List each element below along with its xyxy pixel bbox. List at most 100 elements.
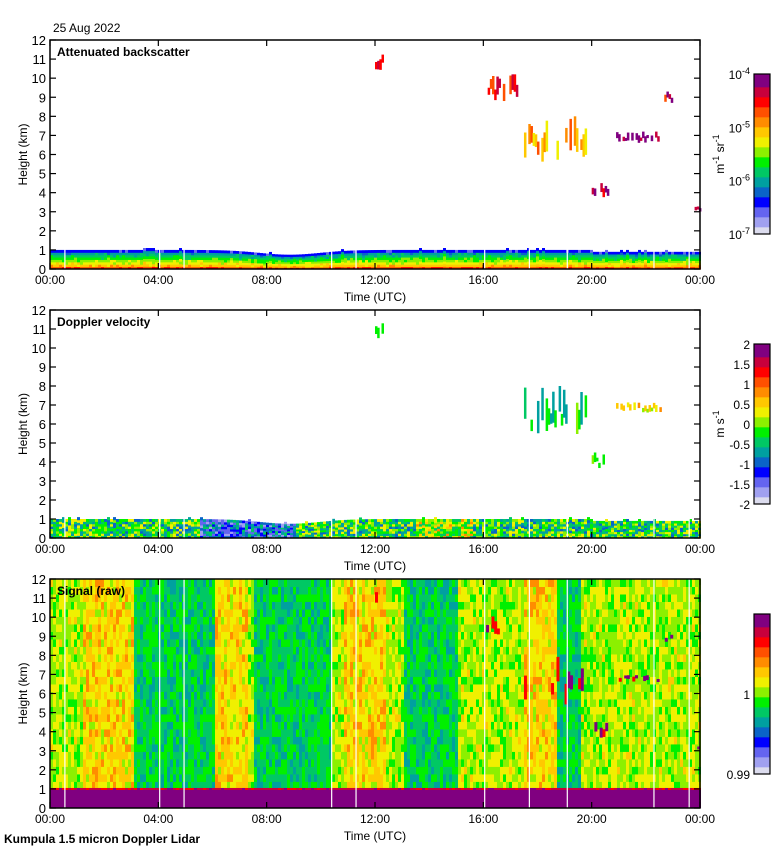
heatmap-cell: [608, 523, 611, 526]
heatmap-cell: [98, 533, 101, 537]
heatmap-cell: [539, 254, 542, 258]
heatmap-cell: [578, 519, 581, 522]
heatmap-cell: [95, 533, 98, 537]
heatmap-cell: [341, 522, 344, 526]
heatmap-cell: [221, 255, 224, 258]
heatmap-cell: [581, 249, 584, 253]
heatmap-cell: [194, 519, 197, 522]
heatmap-cell: [362, 533, 365, 537]
heatmap-cell: [203, 254, 206, 258]
heatmap-cell: [227, 535, 230, 539]
heatmap-cell: [536, 266, 539, 270]
heatmap-cell: [503, 526, 506, 529]
heatmap-cell: [131, 526, 134, 529]
heatmap-cell: [131, 528, 134, 532]
heatmap-cell: [416, 249, 419, 253]
heatmap-cell: [95, 668, 98, 677]
heatmap-cell: [101, 519, 104, 522]
heatmap-cell: [101, 259, 104, 263]
heatmap-cell: [293, 527, 296, 530]
x-tick-label: 00:00: [685, 542, 715, 556]
heatmap-cell: [167, 266, 170, 270]
heatmap-cell: [461, 266, 464, 270]
heatmap-cell: [74, 766, 77, 775]
heatmap-cell: [476, 264, 479, 268]
heatmap-cell: [179, 263, 182, 267]
heatmap-cell: [629, 264, 632, 268]
heatmap-cell: [128, 787, 131, 790]
heatmap-cell: [395, 261, 398, 265]
heatmap-cell: [245, 256, 248, 259]
heatmap-cell: [281, 259, 284, 263]
heatmap-cell: [440, 533, 443, 537]
heatmap-cell: [77, 638, 80, 647]
heatmap-cell: [425, 266, 428, 270]
heatmap-cell: [695, 253, 698, 257]
heatmap-cell: [146, 766, 149, 775]
heatmap-cell: [605, 254, 608, 258]
heatmap-cell: [320, 266, 323, 270]
heatmap-cell: [281, 265, 284, 268]
heatmap-cell: [68, 631, 71, 640]
heatmap-cell: [335, 255, 338, 259]
heatmap-cell: [365, 254, 368, 258]
heatmap-cell: [218, 528, 221, 532]
heatmap-cell: [83, 252, 86, 256]
heatmap-cell: [188, 254, 191, 258]
heatmap-cell: [383, 530, 386, 534]
heatmap-cell: [137, 586, 140, 595]
heatmap-cell: [152, 631, 155, 640]
colorbar-swatch: [754, 140, 770, 145]
heatmap-cell: [485, 530, 488, 534]
heatmap-cell: [119, 528, 122, 532]
heatmap-cell: [536, 261, 539, 265]
heatmap-cell: [338, 260, 341, 263]
heatmap-cell: [272, 532, 275, 535]
heatmap-cell: [671, 529, 674, 533]
heatmap-cell: [665, 254, 668, 258]
heatmap-cell: [239, 520, 242, 524]
heatmap-cell: [587, 522, 590, 526]
colorbar-swatch: [754, 440, 770, 445]
heatmap-cell: [368, 259, 371, 263]
saturated-layer: [152, 788, 155, 808]
heatmap-cell: [338, 529, 341, 532]
heatmap-cell: [134, 257, 137, 260]
heatmap-cell: [137, 521, 140, 525]
heatmap-cell: [137, 523, 140, 527]
heatmap-cell: [74, 266, 77, 270]
heatmap-cell: [155, 523, 158, 527]
heatmap-cell: [558, 386, 562, 412]
heatmap-cell: [350, 519, 353, 523]
heatmap-cell: [302, 530, 305, 533]
heatmap-cell: [353, 526, 356, 530]
heatmap-cell: [149, 638, 152, 647]
heatmap-cell: [152, 533, 155, 537]
heatmap-cell: [50, 523, 53, 527]
heatmap-cell: [335, 251, 338, 255]
heatmap-cell: [122, 530, 125, 534]
heatmap-cell: [458, 249, 461, 253]
heatmap-cell: [605, 264, 608, 268]
heatmap-cell: [140, 706, 143, 715]
heatmap-cell: [617, 533, 620, 537]
heatmap-cell: [515, 519, 518, 522]
heatmap-cell: [413, 259, 416, 263]
heatmap-cell: [212, 533, 215, 537]
heatmap-cell: [209, 535, 212, 539]
heatmap-cell: [434, 254, 437, 258]
heatmap-cell: [86, 706, 89, 715]
heatmap-cell: [440, 249, 443, 253]
y-tick-label: 10: [32, 341, 46, 356]
heatmap-cell: [362, 530, 365, 534]
heatmap-cell: [119, 535, 122, 539]
heatmap-cell: [494, 521, 497, 525]
cloud-feature: [616, 131, 660, 143]
heatmap-cell: [80, 728, 83, 737]
heatmap-cell: [638, 526, 641, 529]
heatmap-cell: [410, 528, 413, 532]
heatmap-cell: [551, 521, 554, 525]
heatmap-cell: [161, 653, 164, 662]
heatmap-cell: [332, 528, 335, 532]
